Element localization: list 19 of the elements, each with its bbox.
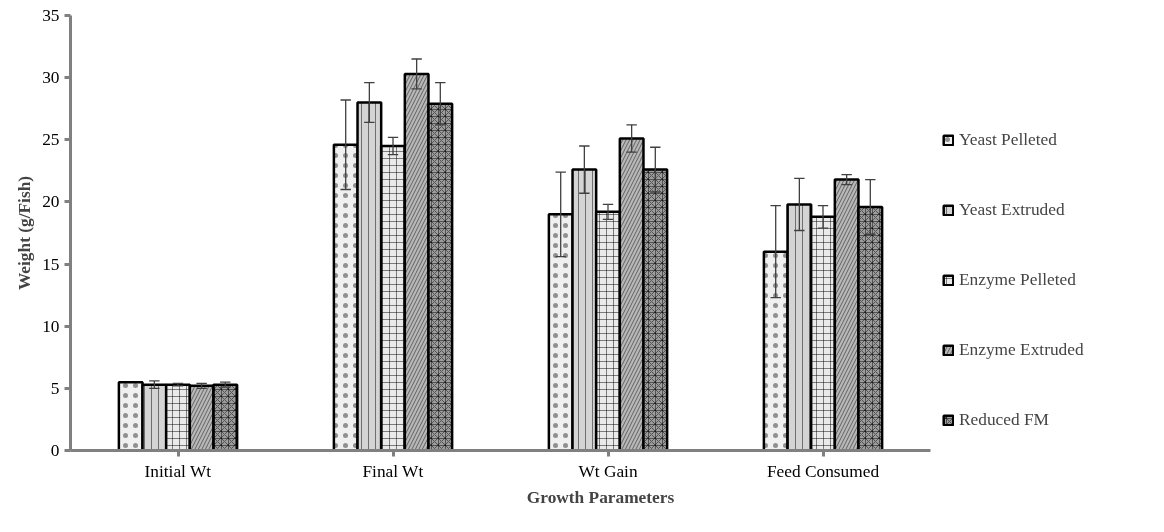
y-tick-label: 25 — [42, 130, 60, 150]
legend-label: Reduced FM — [959, 410, 1049, 430]
y-tick-label: 30 — [42, 68, 60, 88]
legend-label: Yeast Pelleted — [959, 130, 1057, 150]
legend-label: Enzyme Pelleted — [959, 270, 1076, 290]
y-tick-label: 35 — [42, 6, 60, 25]
y-tick-label: 5 — [50, 378, 60, 398]
x-axis-title: Growth Parameters — [526, 487, 675, 507]
y-tick-label: 15 — [42, 254, 60, 274]
legend-label: Yeast Extruded — [959, 200, 1065, 220]
y-tick-label: 10 — [42, 316, 60, 336]
x-tick-label: Final Wt — [362, 461, 424, 481]
y-tick-label: 0 — [50, 441, 60, 460]
x-tick-label: Initial Wt — [144, 461, 212, 481]
x-tick-label: Feed Consumed — [766, 461, 880, 481]
legend-label: Enzyme Extruded — [959, 340, 1084, 360]
y-axis-title: Weight (g/Fish) — [15, 175, 35, 291]
y-tick-label: 20 — [42, 192, 60, 212]
x-tick-label: Wt Gain — [578, 461, 638, 481]
